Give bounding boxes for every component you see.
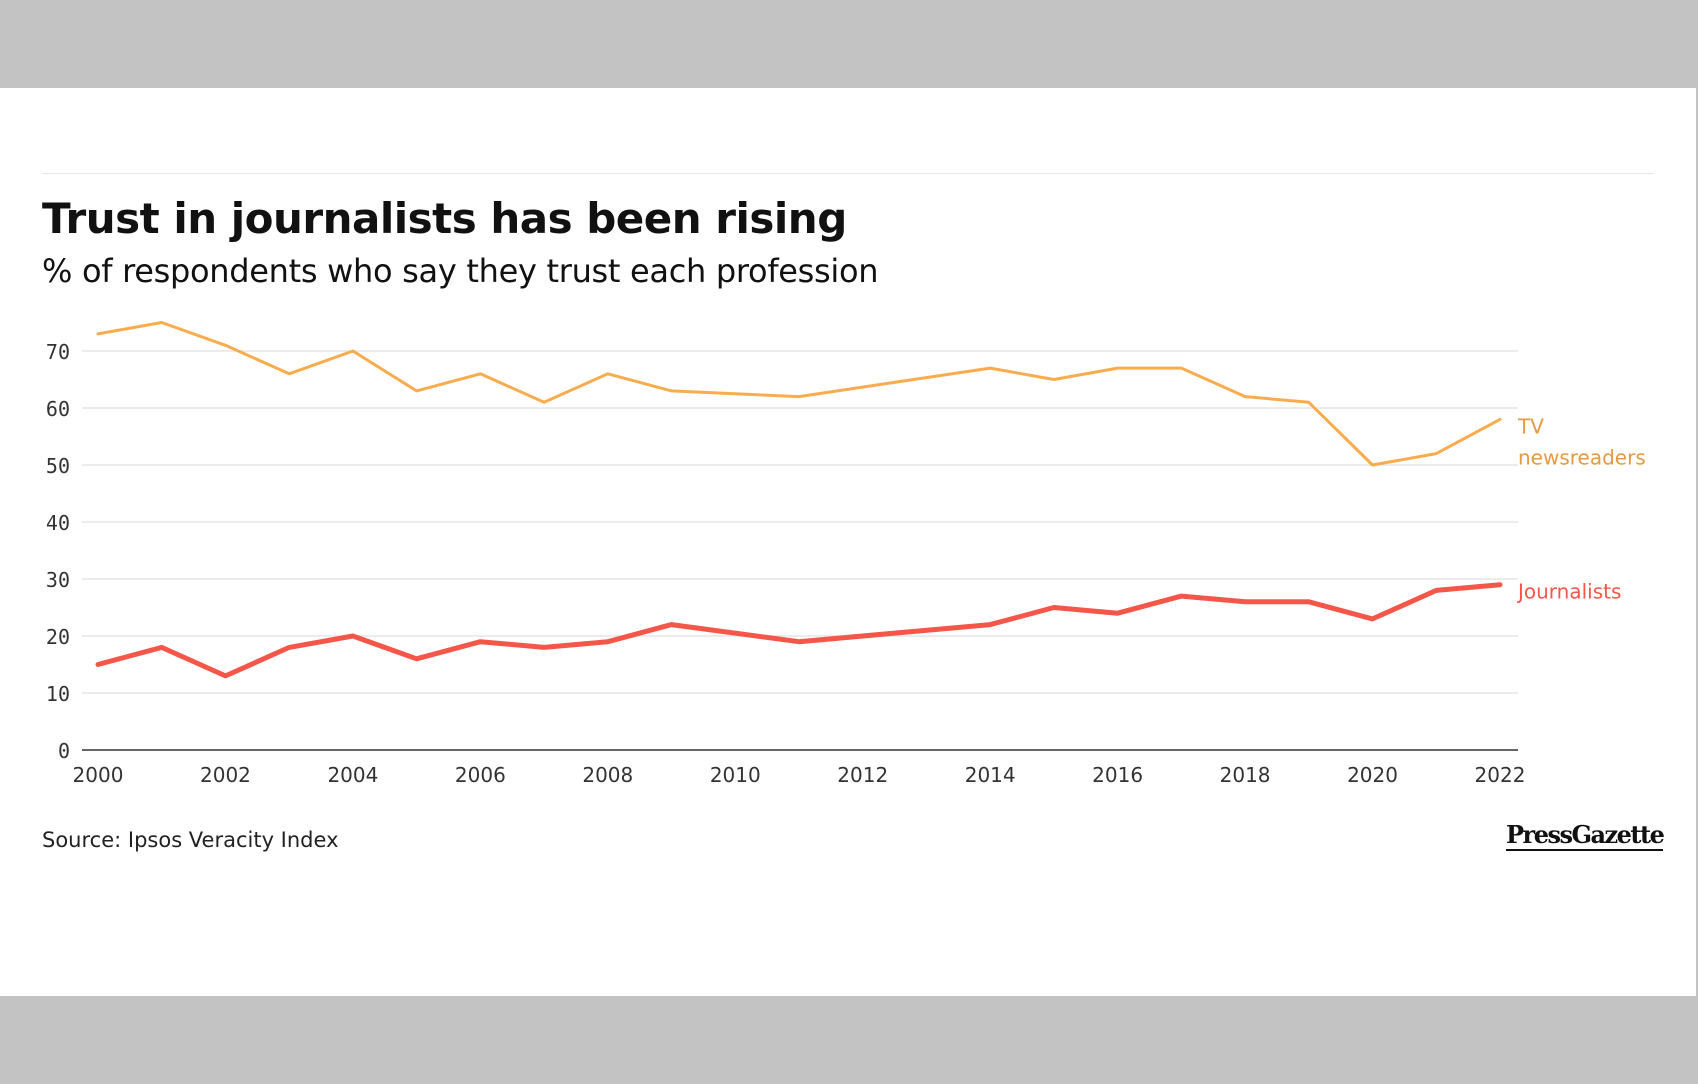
y-tick-label-40: 40 (46, 511, 70, 535)
x-tick-label-2016: 2016 (1092, 763, 1143, 787)
press-gazette-logo: PressGazette (1506, 820, 1665, 851)
x-tick-label-2022: 2022 (1475, 763, 1526, 787)
x-tick-label-2006: 2006 (455, 763, 506, 787)
y-tick-label-30: 30 (46, 568, 70, 592)
series-label-journalists: Journalists (1516, 580, 1621, 604)
x-tick-label-2000: 2000 (73, 763, 124, 787)
chart-panel: Trust in journalists has been rising % o… (0, 88, 1696, 996)
y-tick-label-10: 10 (46, 682, 70, 706)
x-tick-label-2010: 2010 (710, 763, 761, 787)
chart-title: Trust in journalists has been rising (42, 194, 847, 243)
chart-subtitle: % of respondents who say they trust each… (42, 252, 879, 290)
series-label-tv-newsreaders-0: TV (1517, 414, 1544, 438)
frame-strip (1696, 0, 1698, 1084)
x-tick-label-2020: 2020 (1347, 763, 1398, 787)
source-note: Source: Ipsos Veracity Index (42, 828, 339, 852)
x-tick-label-2004: 2004 (327, 763, 378, 787)
y-tick-label-0: 0 (58, 739, 70, 763)
x-tick-label-2012: 2012 (837, 763, 888, 787)
series-line-tv-newsreaders (96, 321, 1502, 467)
y-tick-label-20: 20 (46, 625, 70, 649)
x-tick-label-2008: 2008 (582, 763, 633, 787)
y-tick-label-50: 50 (46, 454, 70, 478)
x-tick-label-2002: 2002 (200, 763, 251, 787)
series-line-journalists (95, 582, 1503, 679)
series-label-tv-newsreaders-1: newsreaders (1518, 445, 1646, 469)
y-tick-label-70: 70 (46, 340, 70, 364)
y-tick-label-60: 60 (46, 397, 70, 421)
line-chart: 0 10 20 30 40 50 60 70 2000 2002 2004 2006 2008 2010 2… (46, 321, 1646, 787)
x-tick-label-2014: 2014 (965, 763, 1016, 787)
x-tick-label-2018: 2018 (1220, 763, 1271, 787)
top-divider (42, 173, 1654, 174)
